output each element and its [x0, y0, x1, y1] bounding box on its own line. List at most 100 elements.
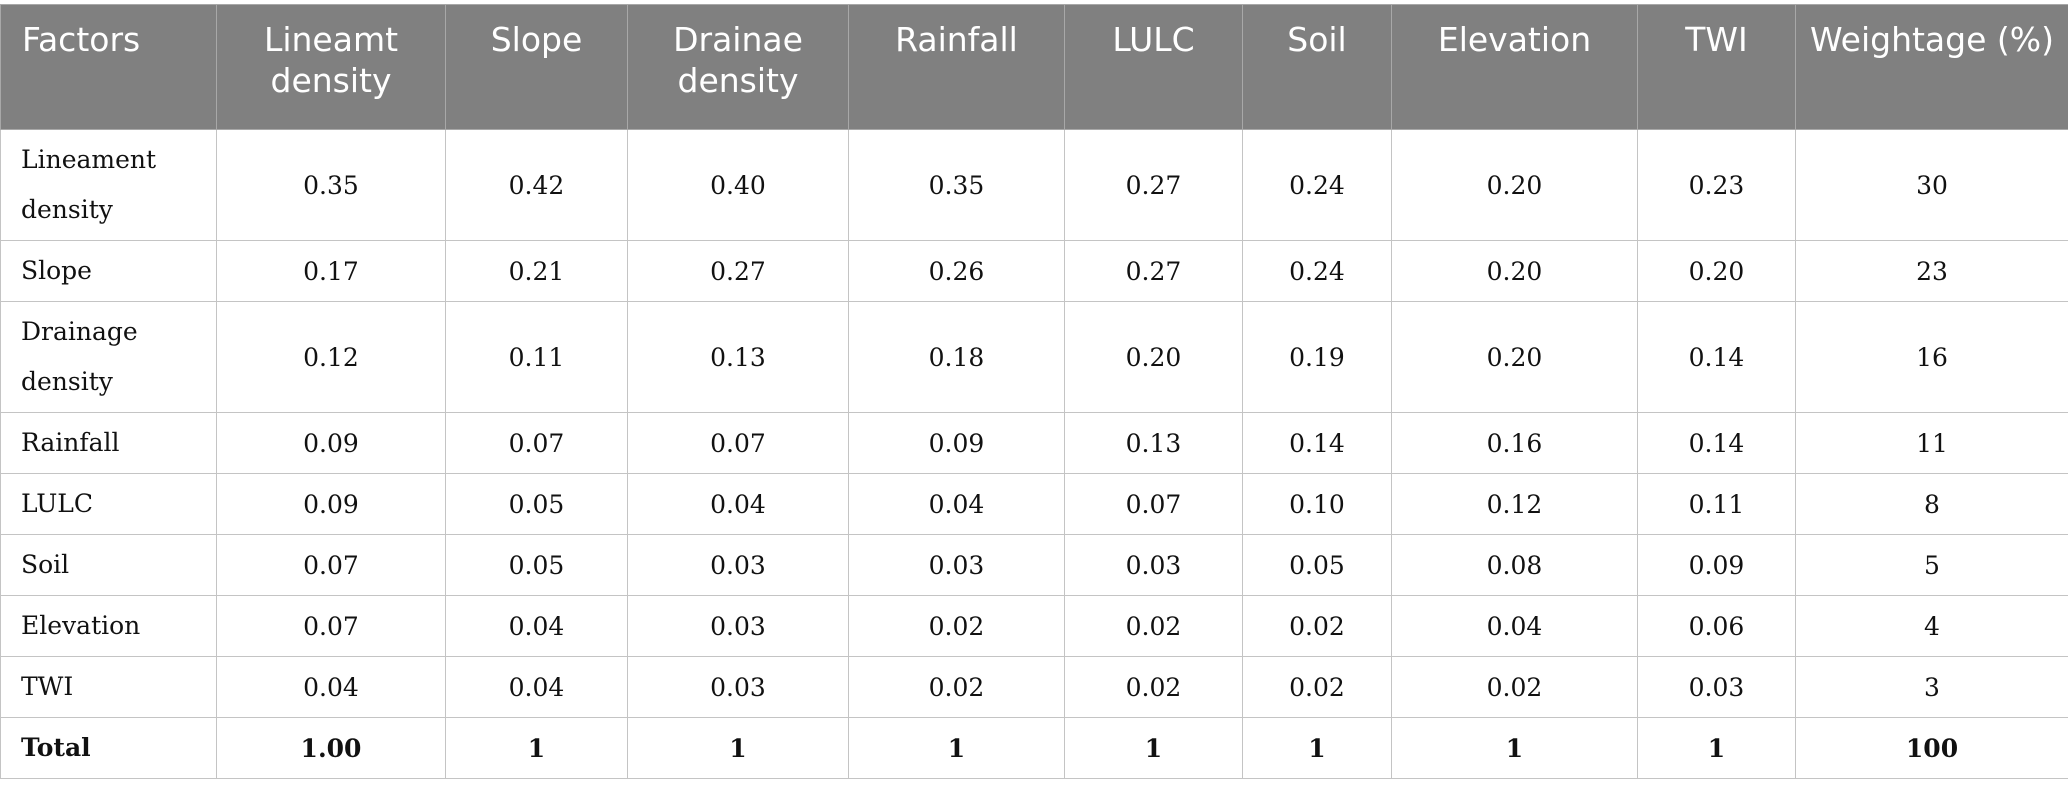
- table-cell: 0.20: [1637, 240, 1796, 302]
- table-cell: 0.03: [1637, 656, 1796, 718]
- table-cell: 0.02: [848, 656, 1065, 718]
- column-header-elevation: Elevation: [1391, 4, 1638, 130]
- table-cell: 0.24: [1242, 129, 1392, 241]
- table-cell: 0.04: [445, 656, 628, 718]
- table-cell: 0.04: [445, 595, 628, 657]
- weightage-cell: 11: [1795, 412, 2068, 474]
- table-cell: 0.13: [627, 301, 849, 413]
- table-cell: 0.27: [1064, 129, 1243, 241]
- total-weightage-cell: 100: [1795, 717, 2068, 779]
- table-cell: 0.27: [627, 240, 849, 302]
- row-label-total: Total: [0, 717, 217, 779]
- table-cell: 0.02: [1242, 656, 1392, 718]
- total-cell: 1: [1242, 717, 1392, 779]
- row-label: LULC: [0, 473, 217, 535]
- column-header-soil: Soil: [1242, 4, 1392, 130]
- table-cell: 0.07: [216, 534, 446, 596]
- row-label: Drainage density: [0, 301, 217, 413]
- pairwise-matrix-table: Factors Lineamt density Slope Drainae de…: [0, 4, 2068, 779]
- table-cell: 0.42: [445, 129, 628, 241]
- table-cell: 0.04: [1391, 595, 1638, 657]
- table-cell: 0.14: [1637, 412, 1796, 474]
- weightage-cell: 4: [1795, 595, 2068, 657]
- table-cell: 0.04: [216, 656, 446, 718]
- table-cell: 0.12: [216, 301, 446, 413]
- table-cell: 0.03: [848, 534, 1065, 596]
- table-row: Elevation 0.07 0.04 0.03 0.02 0.02 0.02 …: [0, 595, 2068, 657]
- table-cell: 0.03: [627, 656, 849, 718]
- weightage-cell: 16: [1795, 301, 2068, 413]
- column-header-twi: TWI: [1637, 4, 1796, 130]
- table-cell: 0.09: [216, 473, 446, 535]
- table-cell: 0.35: [848, 129, 1065, 241]
- row-label: Soil: [0, 534, 217, 596]
- table-cell: 0.12: [1391, 473, 1638, 535]
- table-cell: 0.16: [1391, 412, 1638, 474]
- table-cell: 0.14: [1242, 412, 1392, 474]
- table-cell: 0.09: [848, 412, 1065, 474]
- total-row: Total 1.00 1 1 1 1 1 1 1 100: [0, 717, 2068, 779]
- row-label: TWI: [0, 656, 217, 718]
- table-cell: 0.26: [848, 240, 1065, 302]
- table-cell: 0.20: [1391, 301, 1638, 413]
- table-cell: 0.11: [445, 301, 628, 413]
- weightage-cell: 3: [1795, 656, 2068, 718]
- table-cell: 0.17: [216, 240, 446, 302]
- total-cell: 1: [848, 717, 1065, 779]
- weightage-cell: 30: [1795, 129, 2068, 241]
- table-cell: 0.03: [627, 595, 849, 657]
- column-header-weightage: Weightage (%): [1795, 4, 2068, 130]
- table-cell: 0.18: [848, 301, 1065, 413]
- table-cell: 0.07: [445, 412, 628, 474]
- table-row: Lineament density 0.35 0.42 0.40 0.35 0.…: [0, 129, 2068, 241]
- table-row: Slope 0.17 0.21 0.27 0.26 0.27 0.24 0.20…: [0, 240, 2068, 302]
- table-cell: 0.09: [216, 412, 446, 474]
- table-row: Drainage density 0.12 0.11 0.13 0.18 0.2…: [0, 301, 2068, 413]
- table-cell: 0.19: [1242, 301, 1392, 413]
- column-header-slope: Slope: [445, 4, 628, 130]
- table-cell: 0.02: [848, 595, 1065, 657]
- total-cell: 1: [1637, 717, 1796, 779]
- table-cell: 0.13: [1064, 412, 1243, 474]
- row-label: Slope: [0, 240, 217, 302]
- weightage-cell: 8: [1795, 473, 2068, 535]
- table-cell: 0.08: [1391, 534, 1638, 596]
- table-cell: 0.07: [627, 412, 849, 474]
- table-cell: 0.24: [1242, 240, 1392, 302]
- table-cell: 0.27: [1064, 240, 1243, 302]
- table-cell: 0.03: [627, 534, 849, 596]
- table-cell: 0.11: [1637, 473, 1796, 535]
- table-cell: 0.06: [1637, 595, 1796, 657]
- table-cell: 0.20: [1391, 129, 1638, 241]
- table-cell: 0.07: [216, 595, 446, 657]
- table-cell: 0.07: [1064, 473, 1243, 535]
- total-cell: 1: [1064, 717, 1243, 779]
- total-cell: 1: [1391, 717, 1638, 779]
- table-cell: 0.02: [1242, 595, 1392, 657]
- table-cell: 0.14: [1637, 301, 1796, 413]
- total-cell: 1: [627, 717, 849, 779]
- table-cell: 0.40: [627, 129, 849, 241]
- table-cell: 0.05: [445, 473, 628, 535]
- table-row: Soil 0.07 0.05 0.03 0.03 0.03 0.05 0.08 …: [0, 534, 2068, 596]
- pairwise-matrix-table-wrapper: Factors Lineamt density Slope Drainae de…: [0, 4, 2068, 779]
- table-cell: 0.03: [1064, 534, 1243, 596]
- column-header-factors: Factors: [0, 4, 217, 130]
- weightage-cell: 23: [1795, 240, 2068, 302]
- weightage-cell: 5: [1795, 534, 2068, 596]
- table-cell: 0.23: [1637, 129, 1796, 241]
- table-cell: 0.05: [445, 534, 628, 596]
- column-header-rainfall: Rainfall: [848, 4, 1065, 130]
- column-header-lulc: LULC: [1064, 4, 1243, 130]
- table-cell: 0.20: [1391, 240, 1638, 302]
- table-cell: 0.04: [848, 473, 1065, 535]
- table-cell: 0.05: [1242, 534, 1392, 596]
- table-cell: 0.20: [1064, 301, 1243, 413]
- header-row: Factors Lineamt density Slope Drainae de…: [0, 4, 2068, 130]
- total-cell: 1.00: [216, 717, 446, 779]
- table-cell: 0.10: [1242, 473, 1392, 535]
- row-label: Lineament density: [0, 129, 217, 241]
- table-cell: 0.09: [1637, 534, 1796, 596]
- table-row: LULC 0.09 0.05 0.04 0.04 0.07 0.10 0.12 …: [0, 473, 2068, 535]
- table-cell: 0.04: [627, 473, 849, 535]
